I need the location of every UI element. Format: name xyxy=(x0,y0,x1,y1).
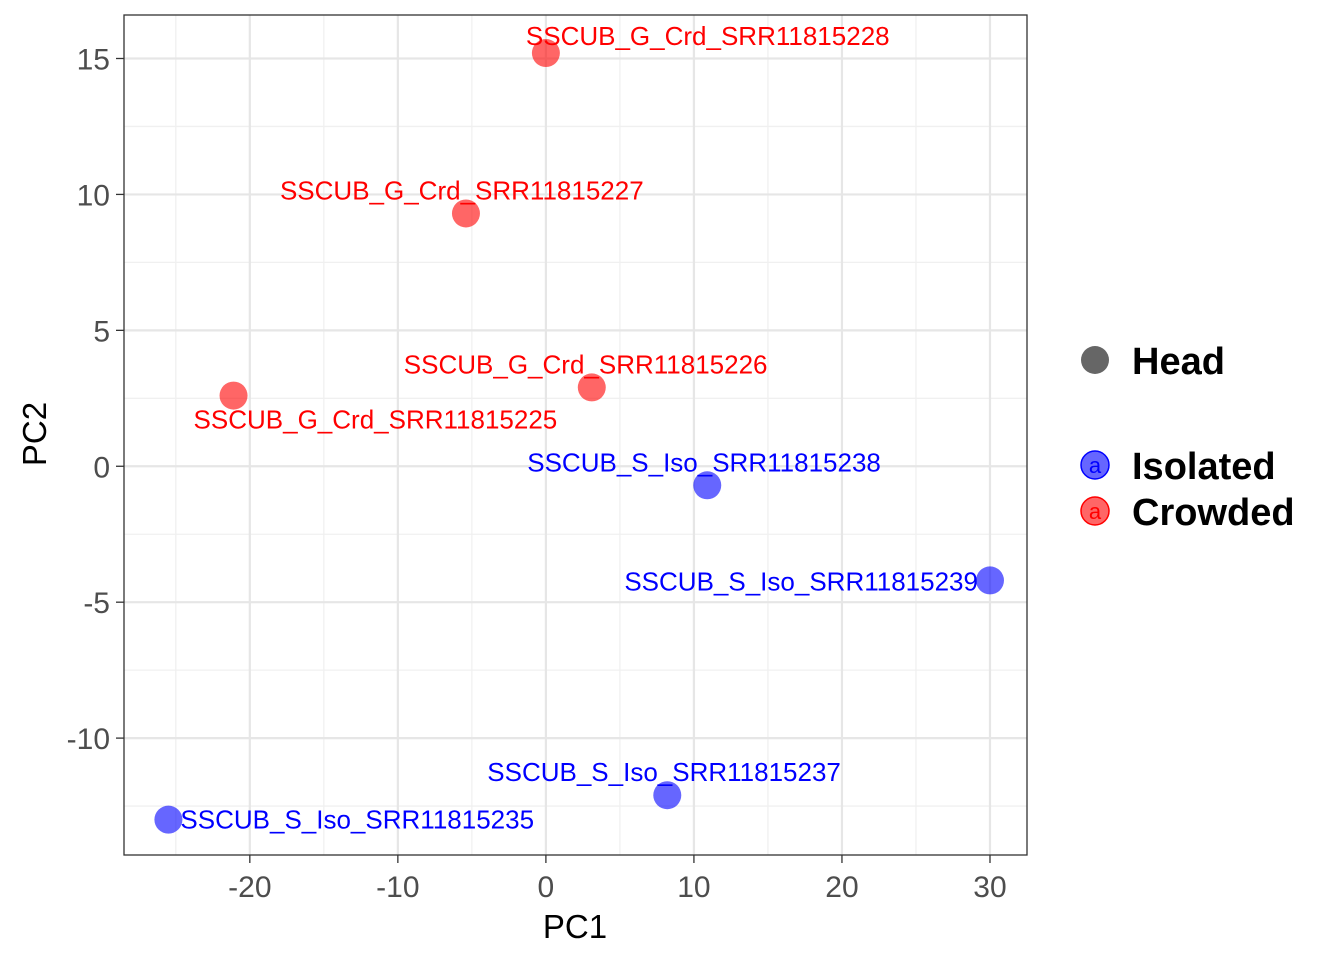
data-point-crowded xyxy=(577,373,606,402)
y-tick-label: -10 xyxy=(67,723,110,756)
legend-head-label: Head xyxy=(1132,341,1225,383)
point-label: SSCUB_S_Iso_SRR11815237 xyxy=(487,757,841,787)
grid-major xyxy=(124,15,1027,855)
legend-item-isolated: a Isolated xyxy=(1080,446,1276,488)
legend-head-shape xyxy=(1081,346,1109,374)
plot-panel-border xyxy=(123,14,1028,856)
legend-crowded-key xyxy=(1080,496,1110,526)
grid-minor xyxy=(124,15,1027,855)
legend: Head a Isolated a Crowded xyxy=(1080,341,1295,534)
data-points xyxy=(154,39,1004,834)
legend-isolated-key-glyph: a xyxy=(1089,453,1102,478)
x-tick-label: 30 xyxy=(973,871,1006,904)
data-point-crowded xyxy=(531,39,560,68)
y-axis-ticks: -10 -5 0 5 10 15 xyxy=(67,43,124,756)
y-axis-title: PC2 xyxy=(16,402,53,466)
y-tick-label: 15 xyxy=(77,43,110,76)
legend-isolated-key xyxy=(1080,450,1110,480)
x-tick-label: 20 xyxy=(825,871,858,904)
x-axis-title: PC1 xyxy=(543,908,607,945)
legend-isolated-label: Isolated xyxy=(1132,446,1276,488)
x-tick-label: 10 xyxy=(677,871,710,904)
y-tick-label: 0 xyxy=(93,451,110,484)
point-label: SSCUB_G_Crd_SRR11815228 xyxy=(526,21,890,51)
data-point-isolated xyxy=(975,566,1004,595)
data-point-crowded xyxy=(451,199,480,228)
y-tick-label: 5 xyxy=(93,315,110,348)
y-tick-label: -5 xyxy=(83,587,110,620)
legend-item-crowded: a Crowded xyxy=(1080,492,1295,534)
data-point-isolated xyxy=(693,471,722,500)
data-point-crowded xyxy=(219,381,248,410)
data-point-isolated xyxy=(653,781,682,810)
legend-crowded-key-glyph: a xyxy=(1089,499,1102,524)
data-point-isolated xyxy=(154,805,183,834)
x-tick-label: 0 xyxy=(538,871,555,904)
x-axis-ticks: -20 -10 0 10 20 30 xyxy=(228,855,1007,904)
point-label: SSCUB_G_Crd_SRR11815227 xyxy=(280,175,644,205)
point-label: SSCUB_S_Iso_SRR11815239 xyxy=(624,566,978,596)
y-tick-label: 10 xyxy=(77,179,110,212)
x-tick-label: -10 xyxy=(376,871,419,904)
point-label: SSCUB_S_Iso_SRR11815238 xyxy=(527,447,881,477)
point-labels: SSCUB_G_Crd_SRR11815228 SSCUB_G_Crd_SRR11… xyxy=(180,21,978,835)
x-tick-label: -20 xyxy=(228,871,271,904)
point-label: SSCUB_G_Crd_SRR11815226 xyxy=(404,349,768,379)
point-label: SSCUB_G_Crd_SRR11815225 xyxy=(194,405,558,435)
point-label: SSCUB_S_Iso_SRR11815235 xyxy=(180,805,534,835)
legend-crowded-label: Crowded xyxy=(1132,492,1295,534)
